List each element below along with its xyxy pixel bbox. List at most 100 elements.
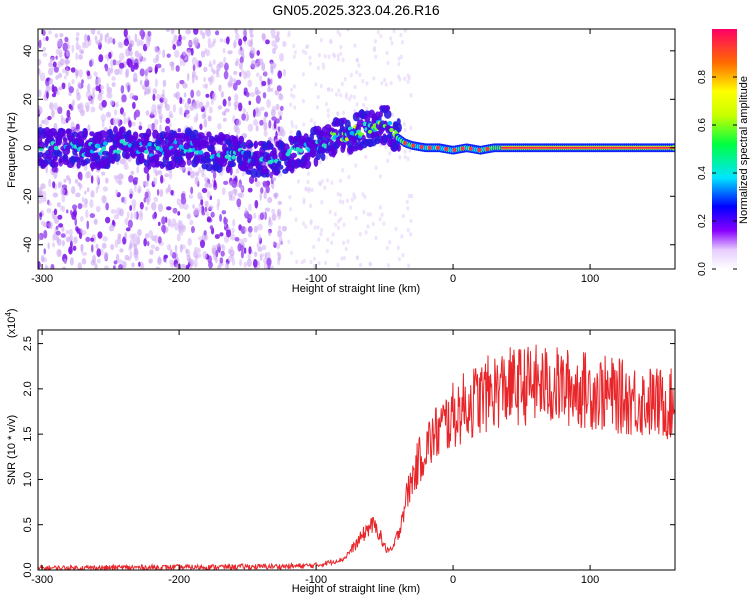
colorbar-tick-label: 0.0: [697, 262, 708, 276]
spectrogram-noise-blob: [119, 248, 124, 253]
spectrogram-noise-blob: [335, 92, 339, 97]
spectrogram-noise-blob: [75, 70, 79, 79]
spectrogram-noise-blob: [50, 108, 55, 117]
spectrogram-noise-blob: [407, 193, 411, 199]
spectrogram-noise-blob: [177, 211, 181, 216]
spectrogram-noise-blob: [234, 93, 239, 103]
spectrogram-noise-blob: [133, 72, 138, 81]
spectrogram-noise-blob: [86, 220, 90, 230]
spectrogram-noise-blob: [384, 144, 388, 150]
spectrogram-noise-blob: [324, 260, 328, 266]
spectrogram-noise-blob: [48, 178, 52, 188]
snr-y-ticks: 0.0 0.5 1.0 1.5 2.0 2.5: [22, 336, 675, 578]
spectrogram-noise-blob: [289, 102, 293, 108]
spectrogram-noise-blob: [340, 256, 344, 261]
spectrogram-noise-blob: [181, 35, 187, 41]
spectrogram-noise-blob: [242, 237, 248, 243]
spectrogram-noise-blob: [110, 67, 114, 74]
spectrogram-noise-blob: [169, 249, 173, 257]
spectrogram-noise-blob: [58, 51, 63, 58]
spectrogram-noise-blob: [182, 82, 188, 89]
spectrogram-noise-blob: [143, 90, 147, 96]
spectrogram-noise-blob: [326, 113, 330, 118]
spectrogram-band-blob: [269, 143, 274, 150]
spectrogram-noise-blob: [243, 261, 247, 268]
spectrogram-band-blob: [276, 168, 281, 175]
spectrogram-noise-blob: [77, 202, 83, 210]
snr-x-tick-label: 100: [581, 574, 599, 586]
spectrogram-noise-blob: [209, 60, 212, 67]
spectrogram-noise-blob: [268, 230, 271, 237]
spectrogram-noise-blob: [80, 49, 84, 55]
spectrogram-noise-blob: [127, 58, 133, 68]
spectrogram-noise-blob: [71, 44, 75, 54]
spectrogram-noise-blob: [145, 39, 151, 48]
spectrogram-noise-blob: [255, 95, 261, 104]
spectrogram-noise-blob: [257, 223, 263, 231]
spectrogram-noise-blob: [157, 49, 162, 55]
spectrogram-band-blob: [189, 150, 195, 157]
spectrogram-noise-blob: [219, 232, 224, 237]
spectrogram-noise-blob: [186, 49, 191, 57]
spectrogram-noise-blob: [391, 112, 395, 118]
spectrogram-noise-blob: [320, 200, 324, 205]
spectrogram-noise-blob: [48, 67, 54, 76]
spectrogram-noise-blob: [38, 232, 41, 242]
spectrogram-noise-blob: [192, 204, 195, 209]
spectrogram-band-blob: [238, 135, 245, 144]
spectrogram-x-tick-label: 100: [581, 273, 599, 285]
spectrogram-noise-blob: [222, 98, 227, 107]
spectrogram-noise-blob: [218, 61, 224, 69]
spectrogram-noise-blob: [155, 266, 161, 269]
spectrogram-noise-blob: [100, 114, 106, 122]
spectrogram-noise-blob: [315, 105, 319, 110]
snr-y-tick-label: 0.5: [22, 517, 34, 532]
spectrogram-noise-blob: [56, 202, 61, 208]
spectrogram-noise-blob: [220, 243, 225, 249]
spectrogram-noise-blob: [178, 34, 182, 42]
spectrogram-noise-blob: [72, 245, 77, 251]
spectrogram-noise-blob: [80, 228, 83, 234]
spectrogram-noise-blob: [143, 238, 147, 247]
spectrogram-noise-blob: [180, 263, 186, 269]
spectrogram-noise-blob: [168, 114, 174, 119]
spectrogram-noise-blob: [205, 180, 209, 188]
spectrogram-noise-blob: [210, 211, 215, 218]
spectrogram-noise-blob: [129, 233, 135, 240]
spectrogram-noise-blob: [330, 87, 334, 93]
spectrogram-noise-blob: [390, 40, 394, 46]
spectrogram-noise-blob: [105, 177, 109, 184]
spectrogram-noise-blob: [130, 170, 135, 175]
spectrogram-noise-blob: [193, 101, 198, 110]
spectrogram-noise-blob: [100, 89, 104, 95]
spectrogram-noise-blob: [96, 248, 102, 257]
spectrogram-noise-blob: [338, 178, 342, 183]
spectrogram-noise-blob: [279, 105, 284, 111]
spectrogram-noise-blob: [187, 97, 192, 105]
spectrogram-noise-blob: [64, 75, 67, 80]
spectrogram-noise-blob: [292, 54, 296, 59]
spectrogram-noise-blob: [223, 70, 229, 80]
spectrogram-noise-blob: [234, 236, 240, 242]
spectrogram-noise-blob: [140, 260, 144, 269]
spectrogram-y-ticks: -40 -20 0 20 40: [22, 45, 675, 253]
spectrogram-core-blob: [102, 141, 108, 146]
spectrogram-noise-blob: [259, 212, 265, 221]
spectrogram-noise-blob: [239, 71, 242, 77]
spectrogram-noise-blob: [129, 41, 133, 50]
snr-x-tick-label: -100: [305, 574, 327, 586]
spectrogram-noise-blob: [324, 101, 328, 107]
spectrogram-noise-blob: [39, 212, 43, 217]
spectrogram-noise-blob: [131, 95, 138, 100]
spectrogram-noise-blob: [409, 93, 413, 98]
spectrogram-noise-blob: [90, 237, 95, 242]
spectrogram-noise-blob: [75, 31, 80, 37]
spectrogram-noise-blob: [355, 102, 359, 107]
spectrogram-noise-blob: [152, 57, 159, 64]
spectrogram-noise-blob: [117, 236, 122, 245]
spectrogram-noise-blob: [406, 228, 410, 233]
spectrogram-noise-blob: [193, 259, 198, 268]
spectrogram-noise-blob: [402, 121, 406, 127]
spectrogram-noise-blob: [68, 86, 75, 94]
snr-plot-area: [38, 344, 675, 570]
